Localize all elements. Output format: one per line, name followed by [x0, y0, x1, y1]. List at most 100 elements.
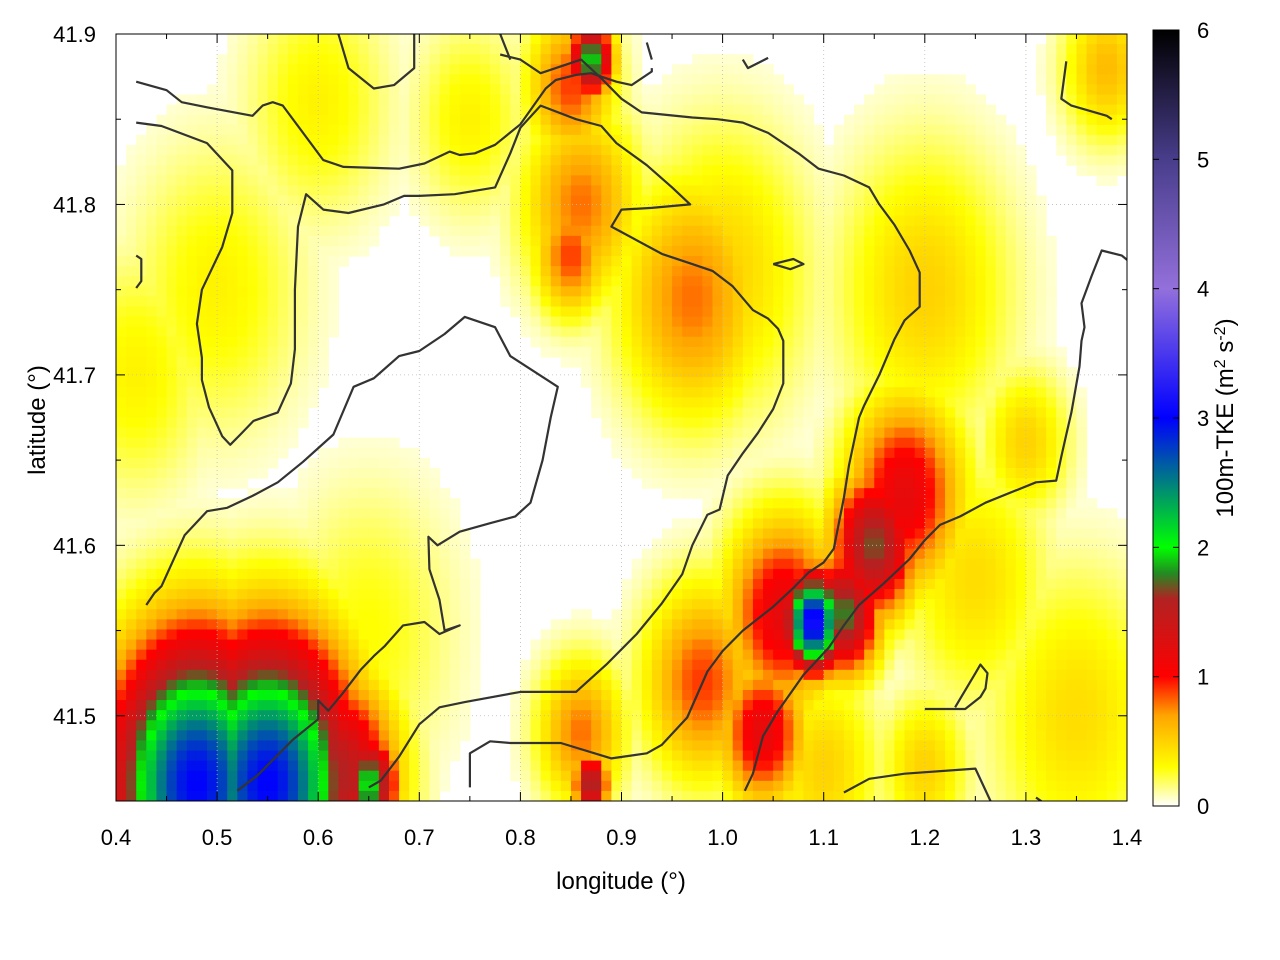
heat-cell: [227, 367, 238, 378]
heat-cell: [692, 599, 703, 610]
heat-cell: [419, 619, 431, 631]
heat-cell: [742, 286, 754, 297]
heat-cell: [813, 397, 825, 409]
heat-cell: [126, 478, 137, 489]
heat-cell: [1116, 548, 1127, 560]
heat-cell: [399, 548, 410, 560]
heat-cell: [682, 568, 693, 580]
heat-cell: [843, 256, 855, 267]
heat-cell: [631, 619, 643, 631]
heat-cell: [854, 548, 865, 560]
heat-cell: [732, 195, 744, 207]
heat-cell: [186, 286, 198, 297]
heat-cell: [439, 498, 451, 509]
heat-cell: [520, 205, 532, 217]
heat-cell: [924, 74, 936, 86]
heat-cell: [206, 518, 218, 530]
heat-cell: [237, 589, 249, 600]
heat-cell: [247, 599, 259, 610]
heat-cell: [965, 326, 976, 338]
heat-cell: [156, 155, 168, 166]
heat-cell: [358, 34, 370, 45]
heat-cell: [277, 155, 289, 166]
heat-cell: [570, 84, 582, 96]
heat-cell: [560, 165, 572, 176]
heat-cell: [206, 558, 218, 570]
heat-cell: [550, 256, 562, 267]
heat-cell: [318, 488, 329, 499]
heat-cell: [803, 286, 815, 297]
heat-cell: [196, 548, 208, 560]
heat-cell: [348, 528, 360, 540]
heat-cell: [1036, 568, 1047, 580]
heat-cell: [176, 568, 188, 580]
heat-cell: [672, 84, 683, 96]
heat-cell: [773, 538, 784, 550]
heat-cell: [136, 518, 147, 530]
heat-cell: [874, 175, 885, 186]
heat-cell: [864, 356, 875, 368]
heat-cell: [399, 639, 410, 651]
heat-cell: [227, 145, 238, 156]
heat-cell: [884, 528, 896, 540]
heat-cell: [297, 346, 309, 358]
heat-cell: [136, 165, 147, 176]
heat-cell: [732, 589, 744, 600]
heat-cell: [1005, 498, 1017, 509]
heat-cell: [257, 619, 269, 631]
heat-cell: [1066, 417, 1078, 429]
heat-cell: [651, 114, 663, 126]
heat-cell: [1056, 346, 1067, 358]
heat-cell: [763, 64, 774, 75]
heat-cell: [1106, 528, 1118, 540]
heat-cell: [732, 155, 744, 166]
heat-cell: [166, 276, 178, 287]
heat-cell: [823, 528, 835, 540]
heat-cell: [297, 649, 309, 661]
heat-cell: [308, 457, 319, 469]
heat-cell: [641, 346, 653, 358]
heat-cell: [1036, 417, 1047, 429]
heat-cell: [945, 134, 956, 146]
heat-cell: [945, 165, 956, 176]
heat-cell: [591, 84, 602, 96]
heat-cell: [843, 518, 855, 530]
heat-cell: [1116, 568, 1127, 580]
heat-cell: [116, 276, 127, 287]
heat-cell: [975, 568, 987, 580]
heat-cell: [267, 619, 279, 631]
heat-cell: [540, 326, 552, 338]
heat-cell: [581, 84, 592, 96]
heat-cell: [146, 175, 158, 186]
heat-cell: [469, 205, 481, 217]
heat-cell: [773, 114, 784, 126]
heat-cell: [581, 205, 592, 217]
heat-cell: [308, 377, 319, 388]
heat-cell: [742, 427, 754, 439]
heat-cell: [945, 417, 956, 429]
heat-cell: [388, 94, 400, 106]
heat-cell: [368, 548, 380, 560]
heat-cell: [813, 225, 825, 237]
heat-cell: [116, 185, 127, 197]
heat-cell: [166, 286, 178, 297]
heat-cell: [237, 336, 249, 348]
heat-cell: [358, 215, 370, 227]
heat-cell: [924, 548, 936, 560]
heat-cell: [318, 316, 329, 328]
heat-cell: [682, 266, 693, 277]
heat-cell: [328, 629, 340, 641]
heat-cell: [965, 478, 976, 489]
heat-cell: [732, 568, 744, 580]
heat-cell: [813, 235, 825, 247]
heat-cell: [570, 94, 582, 106]
heat-cell: [661, 94, 673, 106]
heat-cell: [257, 518, 269, 530]
heat-cell: [1056, 528, 1067, 540]
heat-cell: [621, 74, 633, 86]
heat-cell: [399, 558, 410, 570]
heat-cell: [1066, 609, 1078, 620]
heat-cell: [975, 447, 987, 459]
heat-cell: [156, 659, 168, 671]
heat-cell: [752, 104, 764, 116]
